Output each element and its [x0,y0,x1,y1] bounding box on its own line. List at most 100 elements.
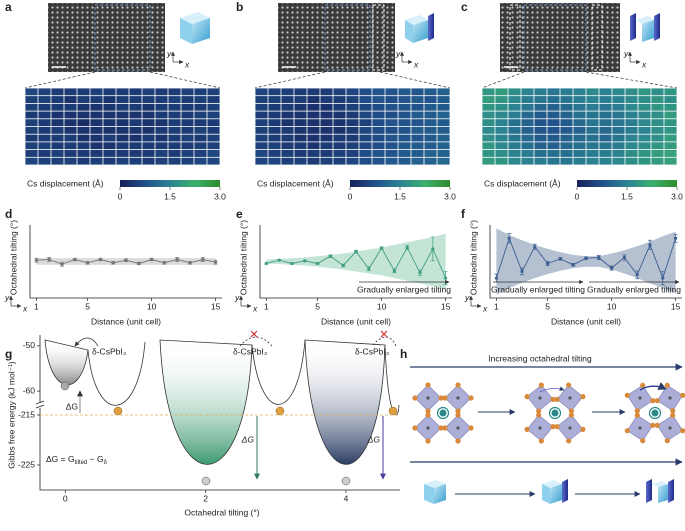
heatmap-cell [51,96,64,103]
y-axis-label: Octahedral tilting (°) [238,220,248,295]
heatmap-cell [77,126,90,134]
anion [624,392,630,398]
heatmap-cell [521,157,534,165]
heatmap-cell [307,88,320,96]
b-site [538,426,542,430]
annotation: Gradually enlarged tilting [587,284,681,294]
heatmap-cell [547,96,560,103]
heatmap-cell [207,134,220,142]
heatmap-cell [51,142,64,150]
y-tick-label: -60 [23,385,36,395]
cs-atom [551,409,559,417]
heatmap-cell [398,134,411,142]
b-site [456,426,460,430]
anion [670,408,676,414]
heatmap-cell [268,96,281,103]
point [494,276,498,280]
heatmap-cell [599,111,612,119]
heatmap-cell [534,111,547,119]
heatmap-cell [437,150,450,157]
heatmap-cell [638,142,651,150]
panel-label: a [5,0,12,14]
heatmap-cell [103,142,116,150]
x-tick-label: 15 [441,301,451,311]
heatmap-cell [508,88,521,96]
colorbar-tick-label: 0 [575,191,580,201]
heatmap-cell [508,111,521,119]
heatmap-cell [320,111,333,119]
heatmap-cell [359,88,372,96]
heatmap-cell [411,119,424,127]
b-site [426,396,430,400]
x-tick-label: 10 [607,301,617,311]
colorbar-label: Cs displacement (Å) [257,178,334,188]
b-site [456,396,460,400]
heatmap-cell [573,103,586,111]
heatmap-cell [103,134,116,142]
heatmap-cell [320,150,333,157]
colorbar-tick-label: 1.5 [621,191,633,201]
heatmap-cell [155,96,168,103]
heatmap-cell [155,111,168,119]
heatmap-cell [64,150,77,157]
heatmap-cell [268,119,281,127]
heatmap-cell [651,111,664,119]
heatmap-cell [103,88,116,96]
panel-label: e [236,207,243,221]
point [34,258,39,262]
axis-break [35,400,45,409]
point [380,246,384,250]
heatmap-cell [207,96,220,103]
heatmap-cell [255,111,268,119]
heatmap-cell [333,150,346,157]
heatmap-cell [625,150,638,157]
heatmap-cell [534,142,547,150]
heatmap-cell [586,126,599,134]
heatmap-cell [103,96,116,103]
heatmap-cell [142,111,155,119]
point [60,262,64,266]
point [610,266,614,270]
heatmap-cell [64,119,77,127]
point [431,247,435,251]
heatmap-cell [77,119,90,127]
heatmap-cell [534,96,547,103]
heatmap-cell [346,142,359,150]
heatmap-cell [482,96,495,103]
heatmap-cell [547,126,560,134]
heatmap-cell [437,134,450,142]
heatmap-cell [255,157,268,165]
heatmap-cell [90,111,103,119]
heatmap-cell [495,111,508,119]
x-tick-label: 4 [344,493,349,503]
anion [455,412,461,418]
heatmap-cell [307,119,320,127]
heatmap-cell [560,150,573,157]
tilt-arrow [539,386,565,393]
heatmap-cell [320,96,333,103]
heatmap-cell [398,88,411,96]
heatmap-cell [207,150,220,157]
annotation: Gradually enlarged tilting [491,284,585,294]
point [264,261,268,266]
x-axis-label: Distance (unit cell) [551,316,621,326]
heatmap-cell [25,157,38,165]
heatmap-cell [521,134,534,142]
point [98,257,102,262]
heatmap-cell [437,119,450,127]
b-site [668,396,672,400]
heatmap-cell [168,150,181,157]
anion [536,412,542,418]
heatmap-cell [560,119,573,127]
glyph-label: x [413,59,419,69]
heatmap-cell [424,119,437,127]
heatmap-cell [495,142,508,150]
heatmap-cell [320,126,333,134]
heatmap-cell [586,88,599,96]
micrograph-b [254,3,451,89]
x-tick-label: 5 [545,301,550,311]
phase-label: δ-CsPbI₃ [355,346,389,356]
heatmap-cell [664,134,677,142]
heatmap-cell [25,111,38,119]
point [290,261,294,266]
